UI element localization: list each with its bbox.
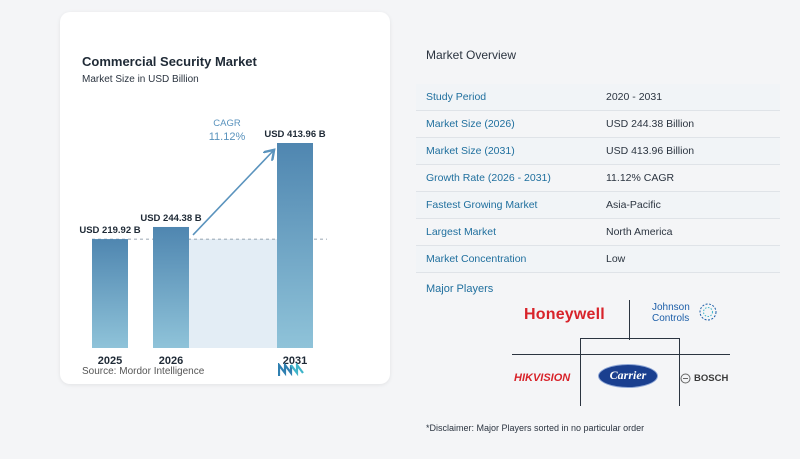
overview-row: Largest Market North America [416,218,780,246]
bar-2031 [277,143,313,348]
johnson-controls-line2: Controls [652,313,690,324]
overview-row: Market Size (2026) USD 244.38 Billion [416,110,780,138]
data-label-2025: USD 219.92 B [79,225,140,236]
source-label: Source: Mordor Intelligence [82,366,205,377]
growth-arrow [192,151,273,236]
bosch-mark-icon [680,373,691,384]
overview-row: Fastest Growing Market Asia-Pacific [416,191,780,219]
bar-2025 [92,239,128,348]
market-overview-panel: Market Overview Study Period 2020 - 2031 M… [412,0,800,459]
hikvision-logo: HIKVISION [514,372,571,384]
overview-row: Growth Rate (2026 - 2031) 11.12% CAGR [416,164,780,192]
overview-value: 2020 - 2031 [596,84,780,111]
cagr-value: 11.12% [209,131,246,143]
johnson-controls-mark-icon [699,303,717,321]
x-tick-2025: 2025 [98,355,122,367]
market-overview-title: Market Overview [426,48,517,62]
bar-chart: USD 219.92 B 2025 USD 244.38 B 2026 USD 413.… [79,118,327,367]
growth-band [189,239,277,348]
chart-title: Commercial Security Market [82,54,257,69]
overview-value: Low [596,245,780,273]
bosch-logo: BOSCH [680,373,728,384]
overview-value: 11.12% CAGR [596,164,780,192]
data-label-2026: USD 244.38 B [140,213,201,224]
bar-2026 [153,226,189,348]
x-tick-2026: 2026 [159,355,183,367]
carrier-logo: Carrier [598,364,658,388]
overview-value: Asia-Pacific [596,191,780,219]
overview-row: Market Concentration Low [416,245,780,273]
johnson-controls-line1: Johnson [652,302,690,313]
major-players-title: Major Players [426,283,494,295]
overview-label: Market Size (2026) [416,110,596,138]
overview-value: North America [596,218,780,246]
johnson-controls-logo: Johnson Controls [652,302,717,324]
honeywell-logo: Honeywell [524,306,605,323]
overview-label: Fastest Growing Market [416,191,596,219]
overview-label: Market Size (2031) [416,137,596,165]
market-overview-table: Study Period 2020 - 2031 Market Size (2026… [416,84,780,273]
overview-row: Market Size (2031) USD 413.96 Billion [416,137,780,165]
overview-row: Study Period 2020 - 2031 [416,84,780,111]
mordor-intelligence-logo [278,363,304,377]
disclaimer: *Disclaimer: Major Players sorted in no … [426,423,645,433]
overview-label: Market Concentration [416,245,596,273]
overview-value: USD 413.96 Billion [596,137,780,165]
overview-label: Study Period [416,84,596,111]
bosch-logo-text: BOSCH [694,373,729,384]
overview-label: Growth Rate (2026 - 2031) [416,164,596,192]
x-tick-2031: 2031 [283,355,307,367]
cagr-label: CAGR [213,118,241,129]
carrier-logo-text: Carrier [609,368,647,382]
overview-value: USD 244.38 Billion [596,110,780,138]
chart-card: Commercial Security Market Market Size i… [60,12,390,384]
overview-label: Largest Market [416,218,596,246]
data-label-2031: USD 413.96 B [264,129,325,140]
chart-subtitle: Market Size in USD Billion [82,74,199,85]
